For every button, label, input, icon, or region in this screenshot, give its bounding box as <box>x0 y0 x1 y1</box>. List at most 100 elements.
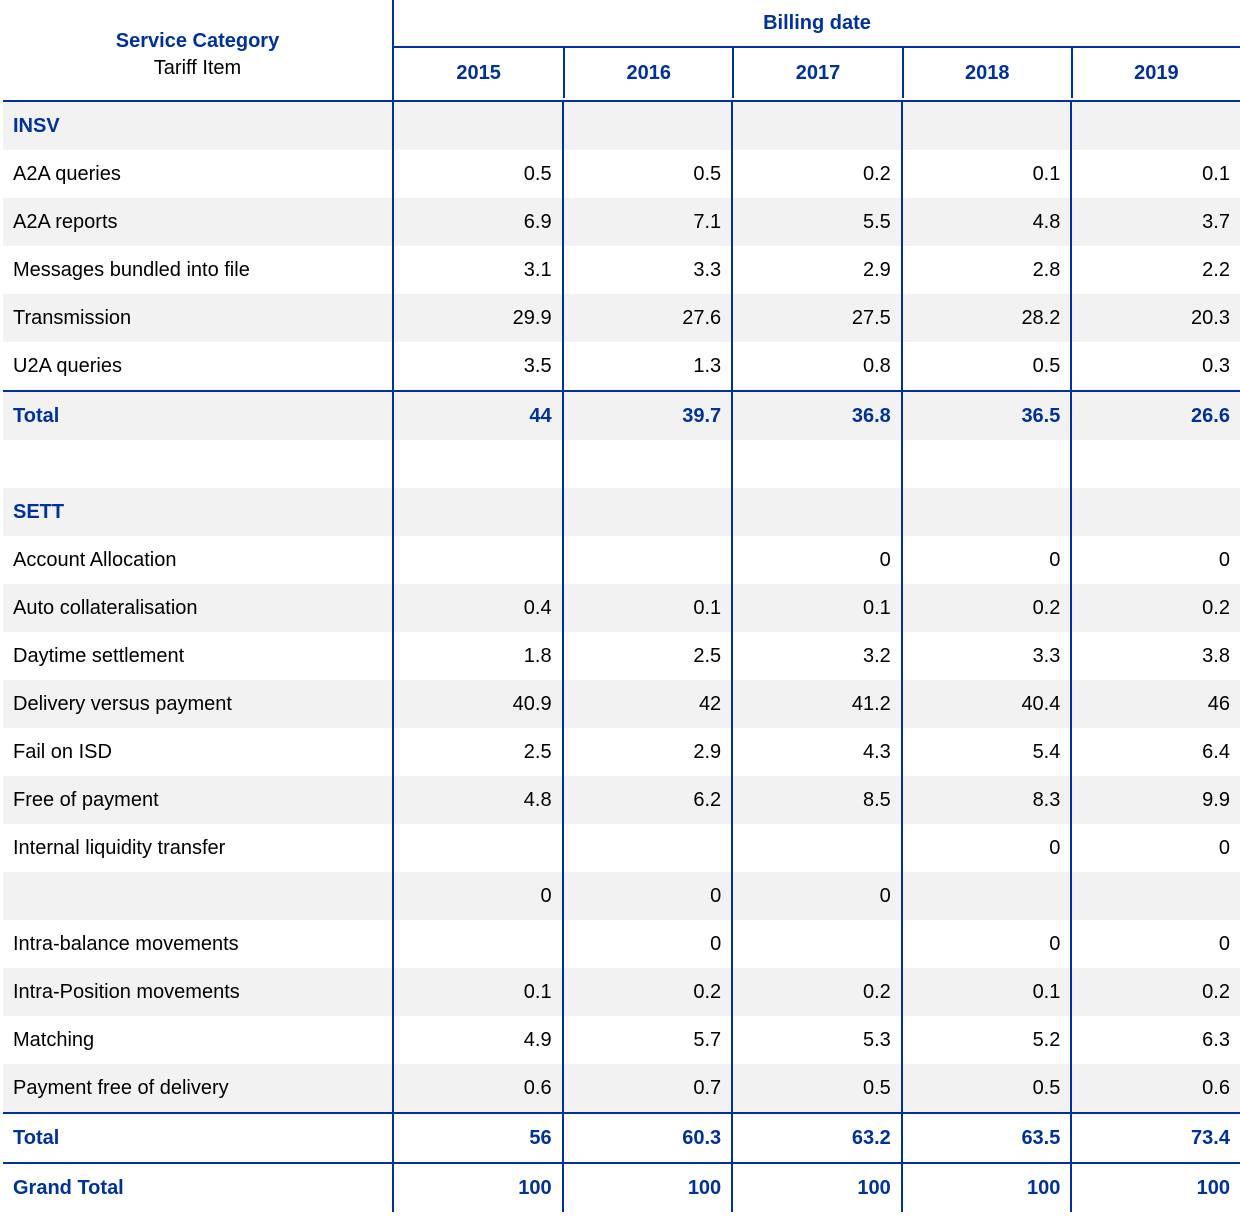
value-cell: 0.2 <box>900 584 1071 632</box>
value-cell: 5.2 <box>900 1016 1071 1064</box>
table-row: Account Allocation 0 0 0 <box>3 536 1240 584</box>
row-label: Payment free of delivery <box>13 1076 229 1099</box>
value-cell: 0 <box>561 872 732 920</box>
value-cell: 29.9 <box>392 294 562 342</box>
value-cell: 0.8 <box>731 342 901 390</box>
value-cell: 0.6 <box>1070 1064 1240 1112</box>
row-label: Total <box>13 404 60 427</box>
value-cell: 5.7 <box>561 1016 732 1064</box>
value-cell: 0 <box>1070 536 1240 584</box>
value-cell: 2.5 <box>392 728 562 776</box>
billing-date-group: Billing date 2015 2016 2017 2018 2019 <box>392 0 1240 100</box>
row-label: Intra-Position movements <box>13 980 240 1003</box>
value-cell <box>1070 440 1240 488</box>
value-cell: 56 <box>392 1114 562 1162</box>
value-cell <box>1070 102 1240 150</box>
value-cell: 0 <box>561 920 732 968</box>
table-row: Matching 4.9 5.7 5.3 5.2 6.3 <box>3 1016 1240 1064</box>
value-cell: 0.2 <box>1070 584 1240 632</box>
value-cell: 9.9 <box>1070 776 1240 824</box>
row-label: U2A queries <box>13 354 122 377</box>
value-cell <box>731 920 901 968</box>
value-cell: 4.8 <box>900 198 1071 246</box>
row-label: Free of payment <box>13 788 159 811</box>
value-cell: 1.8 <box>392 632 562 680</box>
value-cell: 0.1 <box>731 584 901 632</box>
value-cell <box>900 488 1071 536</box>
value-cell: 4.9 <box>392 1016 562 1064</box>
section-row: SETT <box>3 488 1240 536</box>
value-cell: 40.4 <box>900 680 1071 728</box>
value-cell: 0.5 <box>900 342 1071 390</box>
value-cell: 36.5 <box>900 392 1071 440</box>
value-cell <box>392 920 562 968</box>
value-cell: 5.3 <box>731 1016 901 1064</box>
value-cell: 2.2 <box>1070 246 1240 294</box>
year-heading: 2016 <box>563 48 732 98</box>
value-cell: 0 <box>900 536 1071 584</box>
value-cell: 27.5 <box>731 294 901 342</box>
value-cell: 0.5 <box>392 150 562 198</box>
value-cell <box>561 536 732 584</box>
table-row: Free of payment 4.8 6.2 8.5 8.3 9.9 <box>3 776 1240 824</box>
value-cell <box>731 824 901 872</box>
value-cell <box>392 536 562 584</box>
value-cell: 41.2 <box>731 680 901 728</box>
value-cell <box>392 440 562 488</box>
value-cell <box>1070 872 1240 920</box>
row-label: Transmission <box>13 306 132 329</box>
value-cell <box>561 440 732 488</box>
row-label: Fail on ISD <box>13 740 112 763</box>
tariff-item-heading: Tariff Item <box>153 57 242 79</box>
value-cell: 27.6 <box>561 294 732 342</box>
value-cell <box>392 488 562 536</box>
table-row: Transmission 29.9 27.6 27.5 28.2 20.3 <box>3 294 1240 342</box>
value-cell: 0 <box>1070 920 1240 968</box>
value-cell: 0.2 <box>561 968 732 1016</box>
value-cell: 6.3 <box>1070 1016 1240 1064</box>
value-cell: 2.5 <box>561 632 732 680</box>
value-cell: 0.1 <box>392 968 562 1016</box>
value-cell: 3.8 <box>1070 632 1240 680</box>
row-label: A2A queries <box>13 162 121 185</box>
row-label: Daytime settlement <box>13 644 185 667</box>
value-cell: 60.3 <box>561 1114 732 1162</box>
table-row: U2A queries 3.5 1.3 0.8 0.5 0.3 <box>3 342 1240 390</box>
value-cell: 0.6 <box>392 1064 562 1112</box>
value-cell: 0.2 <box>731 150 901 198</box>
value-cell: 63.2 <box>731 1114 901 1162</box>
total-row: Total 44 39.7 36.8 36.5 26.6 <box>3 390 1240 440</box>
value-cell <box>900 440 1071 488</box>
total-row: Grand Total 100 100 100 100 100 <box>3 1162 1240 1212</box>
table-row: Messages bundled into file 3.1 3.3 2.9 2.8 2.… <box>3 246 1240 294</box>
value-cell: 4.8 <box>392 776 562 824</box>
value-cell: 0.5 <box>900 1064 1071 1112</box>
value-cell: 2.8 <box>900 246 1071 294</box>
value-cell: 6.9 <box>392 198 562 246</box>
value-cell: 0.1 <box>1070 150 1240 198</box>
value-cell: 28.2 <box>900 294 1071 342</box>
value-cell: 0 <box>1070 824 1240 872</box>
value-cell: 0.1 <box>900 968 1071 1016</box>
value-cell: 26.6 <box>1070 392 1240 440</box>
year-headings: 2015 2016 2017 2018 2019 <box>394 48 1240 98</box>
value-cell: 0.4 <box>392 584 562 632</box>
value-cell: 8.5 <box>731 776 901 824</box>
value-cell <box>1070 488 1240 536</box>
value-cell <box>561 824 732 872</box>
value-cell: 2.9 <box>561 728 732 776</box>
value-cell: 0.7 <box>561 1064 732 1112</box>
value-cell <box>900 872 1071 920</box>
row-label: Account Allocation <box>13 548 177 571</box>
value-cell: 100 <box>1070 1164 1240 1212</box>
value-cell: 3.3 <box>561 246 732 294</box>
row-label: A2A reports <box>13 210 118 233</box>
value-cell: 3.3 <box>900 632 1071 680</box>
value-cell: 40.9 <box>392 680 562 728</box>
table-row: Daytime settlement 1.8 2.5 3.2 3.3 3.8 <box>3 632 1240 680</box>
value-cell: 3.7 <box>1070 198 1240 246</box>
value-cell: 0.5 <box>561 150 732 198</box>
table-row: Intra-balance movements 0 0 0 <box>3 920 1240 968</box>
row-label: Delivery versus payment <box>13 692 232 715</box>
section-row: INSV <box>3 102 1240 150</box>
